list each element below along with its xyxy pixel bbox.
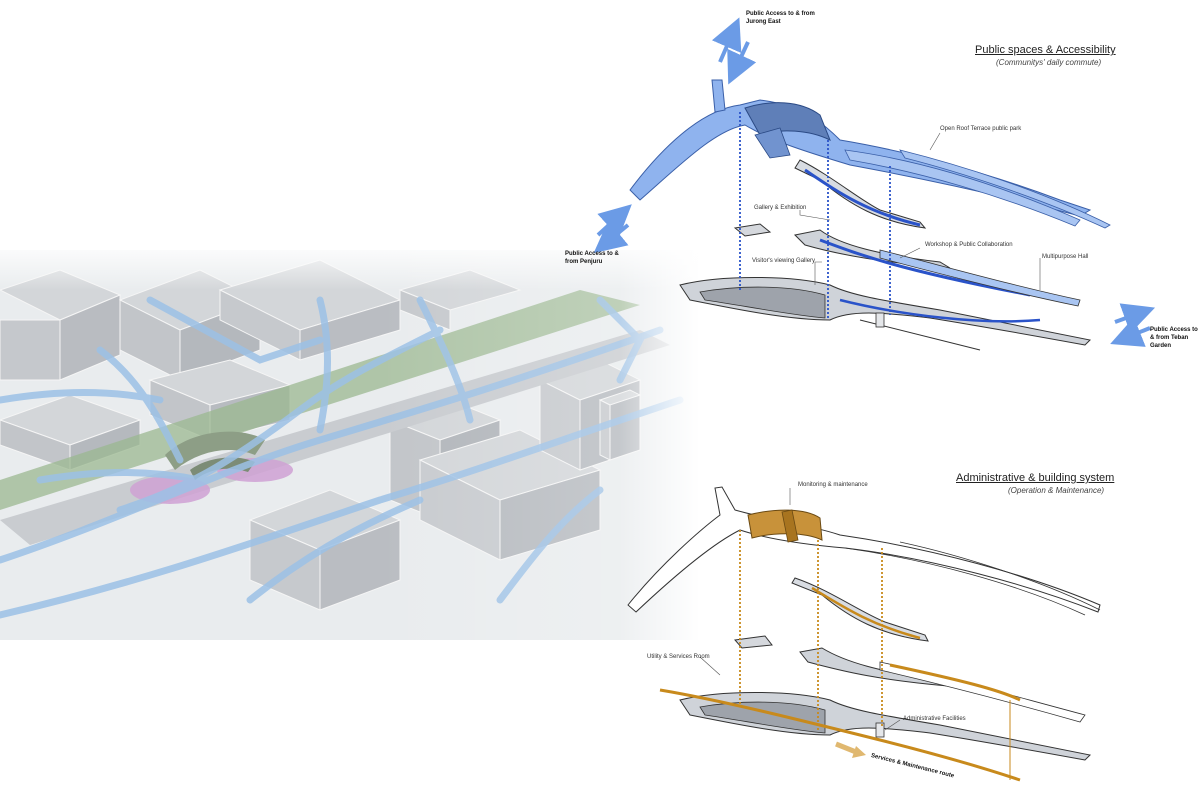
multipurpose-label: Multipurpose Hall (1042, 254, 1089, 260)
access-label-east: Public Access to & from Teban Garden (1150, 327, 1198, 349)
public-panel-subtitle: (Communitys' daily commute) (996, 58, 1102, 67)
roof-park-label: Open Roof Terrace public park (940, 126, 1022, 132)
admin-facilities-label: Administrative Facilities (903, 716, 966, 722)
workshop-level (733, 223, 1081, 307)
public-panel-title: Public spaces & Accessibility (975, 44, 1116, 56)
public-spaces-diagram (593, 17, 1156, 351)
viewing-gallery-label: Visitor's viewing Gallery (752, 258, 816, 264)
city-context-model (0, 240, 700, 660)
gallery-label: Gallery & Exhibition (754, 205, 807, 211)
roof-level (629, 79, 1111, 229)
monitoring-label: Monitoring & maintenance (798, 482, 868, 488)
admin-panel-subtitle: (Operation & Maintenance) (1008, 486, 1105, 495)
admin-panel-title: Administrative & building system (956, 472, 1115, 484)
service-route-arrow (835, 741, 866, 758)
access-arrow-west (593, 204, 632, 254)
ground-level (679, 277, 1092, 351)
access-arrow-north (711, 17, 757, 85)
utility-label: Utility & Services Room (647, 654, 710, 660)
access-label-north: Public Access to & from Jurong East (746, 11, 815, 25)
access-label-west: Public Access to & from Penjuru (565, 251, 619, 265)
access-arrow-east (1110, 303, 1156, 347)
admin-diagram (627, 486, 1101, 782)
workshop-label: Workshop & Public Collaboration (925, 242, 1013, 248)
